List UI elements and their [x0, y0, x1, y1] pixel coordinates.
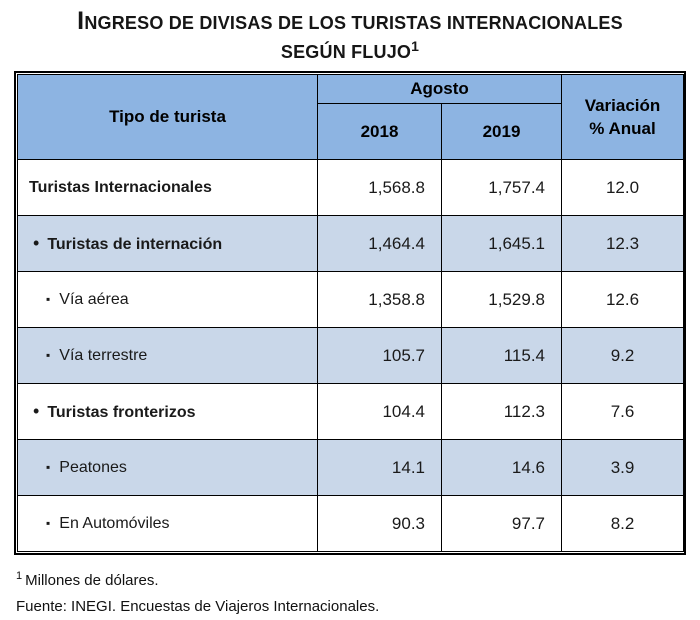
row-label: ▪ Vía aérea: [17, 271, 318, 328]
value-2018: 104.4: [317, 383, 442, 440]
table-body: Turistas Internacionales 1,568.8 1,757.4…: [17, 159, 685, 552]
data-table-frame: Tipo de turista Agosto Variación % Anual…: [14, 71, 686, 555]
square-bullet-icon: ▪: [46, 291, 51, 306]
row-label: Turistas Internacionales: [17, 159, 318, 216]
value-2019: 14.6: [440, 439, 563, 496]
value-2018: 105.7: [317, 327, 442, 384]
footnotes: 1 Millones de dólares. Fuente: INEGI. Enc…: [16, 563, 700, 620]
header-agosto: Agosto: [316, 74, 563, 104]
source-note: Fuente: INEGI. Encuestas de Viajeros Int…: [16, 598, 380, 615]
value-2019: 97.7: [440, 495, 563, 552]
table-header: Tipo de turista Agosto Variación % Anual…: [17, 74, 685, 160]
title-footnote-marker: 1: [411, 38, 420, 54]
value-variacion: 7.6: [561, 383, 685, 440]
value-2018: 90.3: [317, 495, 442, 552]
row-label: • Turistas fronterizos: [17, 383, 318, 440]
square-bullet-icon: ▪: [46, 347, 51, 362]
value-variacion: 3.9: [561, 439, 685, 496]
round-bullet-icon: •: [33, 233, 40, 253]
row-label: • Turistas de internación: [17, 215, 318, 272]
value-variacion: 12.6: [561, 271, 685, 328]
value-2018: 1,464.4: [317, 215, 442, 272]
value-2018: 1,568.8: [317, 159, 442, 216]
value-variacion: 8.2: [561, 495, 685, 552]
value-variacion: 12.0: [561, 159, 685, 216]
square-bullet-icon: ▪: [46, 515, 51, 530]
header-row-years: 2018 2019: [18, 103, 684, 160]
unit-footnote: 1 Millones de dólares.: [16, 563, 700, 594]
title-line-2-text: SEGÚN FLUJO: [280, 42, 412, 62]
row-label: ▪ Vía terrestre: [17, 327, 318, 384]
value-2019: 1,529.8: [440, 271, 563, 328]
value-variacion: 9.2: [561, 327, 685, 384]
value-2019: 1,645.1: [440, 215, 563, 272]
square-bullet-icon: ▪: [46, 459, 51, 474]
value-2018: 14.1: [317, 439, 442, 496]
header-variacion: Variación % Anual: [561, 74, 685, 160]
table-row: • Turistas fronterizos 104.4 112.3 7.6: [17, 383, 685, 440]
table-row: ▪ Vía terrestre 105.7 115.4 9.2: [17, 327, 685, 384]
title-line-2: SEGÚN FLUJO1: [0, 35, 700, 64]
tourism-income-table: Tipo de turista Agosto Variación % Anual…: [17, 74, 685, 552]
row-label: ▪ Peatones: [17, 439, 318, 496]
header-variacion-line2: % Anual: [589, 119, 656, 138]
table-row: Turistas Internacionales 1,568.8 1,757.4…: [17, 159, 685, 216]
header-row-group: Tipo de turista Agosto Variación % Anual: [17, 74, 685, 160]
row-label: ▪ En Automóviles: [17, 495, 318, 552]
value-2018: 1,358.8: [317, 271, 442, 328]
round-bullet-icon: •: [33, 401, 40, 421]
table-row: ▪ Peatones 14.1 14.6 3.9: [17, 439, 685, 496]
header-2018: 2018: [317, 103, 442, 160]
title-line-1: INGRESO DE DIVISAS DE LOS TURISTAS INTER…: [77, 7, 623, 35]
footnote-marker: 1: [16, 570, 23, 582]
table-row: • Turistas de internación 1,464.4 1,645.1…: [17, 215, 685, 272]
value-2019: 112.3: [440, 383, 563, 440]
table-row: ▪ Vía aérea 1,358.8 1,529.8 12.6: [17, 271, 685, 328]
header-2019: 2019: [440, 103, 563, 160]
header-tipo-de-turista: Tipo de turista: [17, 74, 318, 160]
table-row: ▪ En Automóviles 90.3 97.7 8.2: [17, 495, 685, 552]
page-title: INGRESO DE DIVISAS DE LOS TURISTAS INTER…: [0, 0, 700, 64]
footnote-text: Millones de dólares.: [25, 572, 159, 589]
value-2019: 1,757.4: [440, 159, 563, 216]
value-variacion: 12.3: [561, 215, 685, 272]
header-variacion-line1: Variación: [584, 96, 661, 115]
value-2019: 115.4: [440, 327, 563, 384]
